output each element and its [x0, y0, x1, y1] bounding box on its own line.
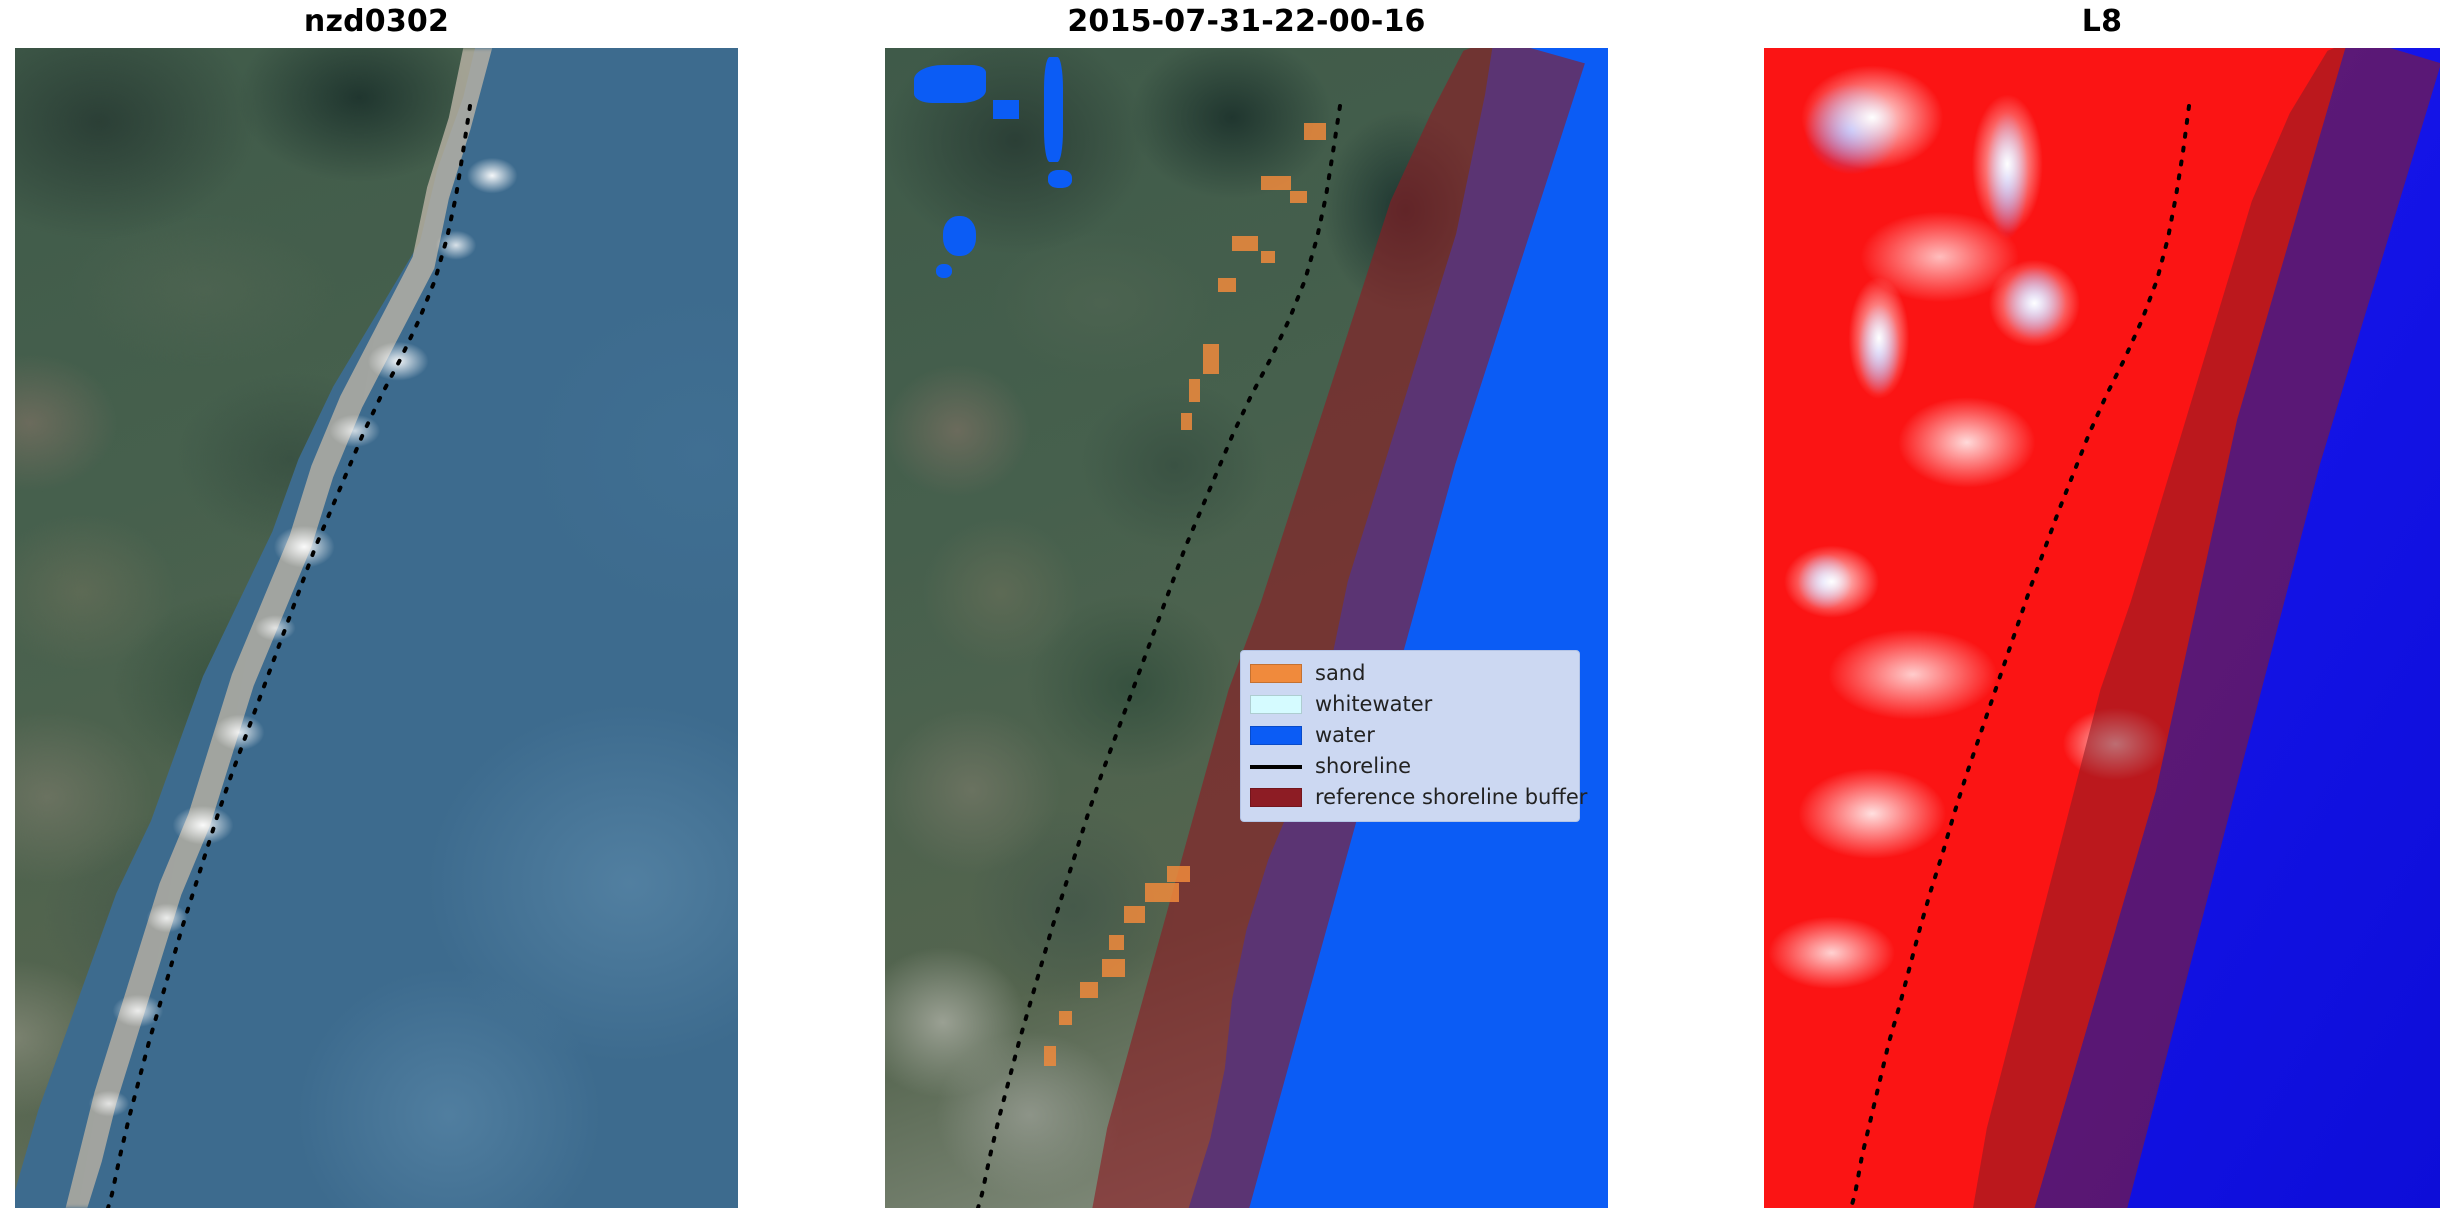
legend-label: whitewater — [1315, 692, 1433, 716]
sand-class-patch — [1123, 906, 1146, 923]
sand-class-patch — [1145, 883, 1179, 902]
sand-class-patch — [1058, 1010, 1072, 1025]
legend-label: water — [1315, 723, 1375, 747]
inland-water-pond — [1047, 169, 1073, 189]
inland-water-pond — [942, 216, 977, 256]
sand-class-patch — [1101, 958, 1126, 978]
sand-swatch-icon — [1250, 664, 1302, 683]
shoreline-path — [1849, 104, 2191, 1208]
legend-item-whitewater[interactable]: whitewater — [1250, 689, 1570, 720]
sand-class-patch — [1260, 175, 1292, 190]
legend-item-shoreline[interactable]: shoreline — [1250, 751, 1570, 782]
legend-item-water[interactable]: water — [1250, 720, 1570, 751]
sand-class-patch — [1217, 277, 1237, 292]
inland-water-river — [1044, 57, 1063, 162]
panel-classified-image[interactable] — [885, 48, 1608, 1208]
panel-index-image[interactable] — [1764, 48, 2440, 1208]
buffer-swatch-icon — [1250, 788, 1302, 807]
inland-water-lake — [993, 100, 1019, 119]
panel-classified-title: 2015-07-31-22-00-16 — [1067, 4, 1426, 39]
sand-class-patch — [1260, 251, 1276, 263]
inland-water-pond — [935, 263, 952, 278]
sand-class-patch — [1109, 935, 1124, 951]
panel-index[interactable]: L8 — [1764, 4, 2440, 1208]
legend-item-reference-shoreline-buffer[interactable]: reference shoreline buffer — [1250, 782, 1587, 813]
legend-label: shoreline — [1315, 754, 1412, 778]
panel-rgb[interactable]: nzd0302 — [15, 4, 738, 1208]
shoreline-overlay — [976, 104, 1342, 1208]
sand-class-patch — [1080, 981, 1098, 999]
shoreline-path — [106, 104, 472, 1208]
water-swatch-icon — [1250, 726, 1302, 745]
panel-index-title: L8 — [2081, 4, 2123, 39]
shoreline-overlay — [106, 104, 472, 1208]
inland-water-lake — [913, 65, 987, 103]
sand-class-patch — [1181, 413, 1192, 430]
whitewater-swatch-icon — [1250, 695, 1302, 714]
legend-label: sand — [1315, 661, 1366, 685]
panel-rgb-title: nzd0302 — [303, 4, 450, 39]
shoreline-line-icon — [1250, 764, 1302, 769]
sand-class-patch — [1232, 235, 1259, 251]
sand-class-patch — [1044, 1045, 1056, 1067]
panel-rgb-image[interactable] — [15, 48, 738, 1208]
legend-item-sand[interactable]: sand — [1250, 658, 1570, 689]
legend-label: reference shoreline buffer — [1315, 785, 1588, 809]
legend[interactable]: sand whitewater water shoreline referenc… — [1240, 650, 1587, 822]
panel-classified[interactable]: 2015-07-31-22-00-16 — [885, 4, 1608, 1208]
classified-clip — [885, 48, 1608, 1208]
sand-class-patch — [1304, 123, 1327, 140]
sand-class-patch — [1203, 343, 1219, 374]
sand-class-patch — [1188, 378, 1201, 402]
sand-class-patch — [1289, 190, 1308, 204]
sand-class-patch — [1166, 865, 1191, 883]
shoreline-overlay — [1849, 104, 2191, 1208]
shoreline-path — [976, 104, 1342, 1208]
